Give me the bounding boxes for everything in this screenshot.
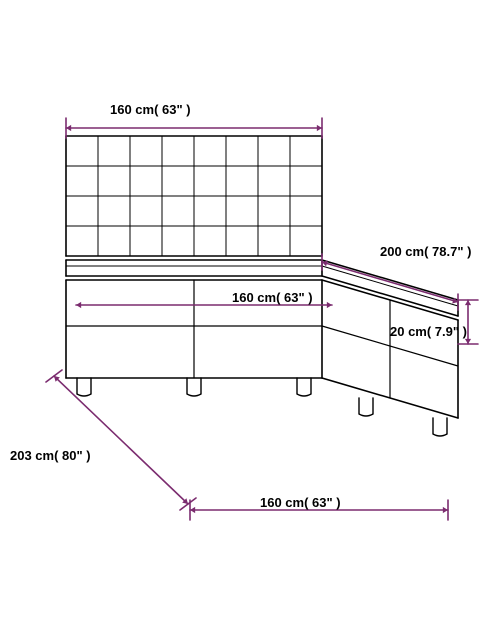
label-top-width: 160 cm( 63" ) <box>110 102 191 117</box>
label-depth: 200 cm( 78.7" ) <box>380 244 471 259</box>
label-side-length: 203 cm( 80" ) <box>10 448 91 463</box>
label-mattress-height: 20 cm( 7.9" ) <box>390 324 467 339</box>
label-mattress-width: 160 cm( 63" ) <box>232 290 313 305</box>
bed-dimension-diagram <box>0 0 500 641</box>
label-bottom-width: 160 cm( 63" ) <box>260 495 341 510</box>
